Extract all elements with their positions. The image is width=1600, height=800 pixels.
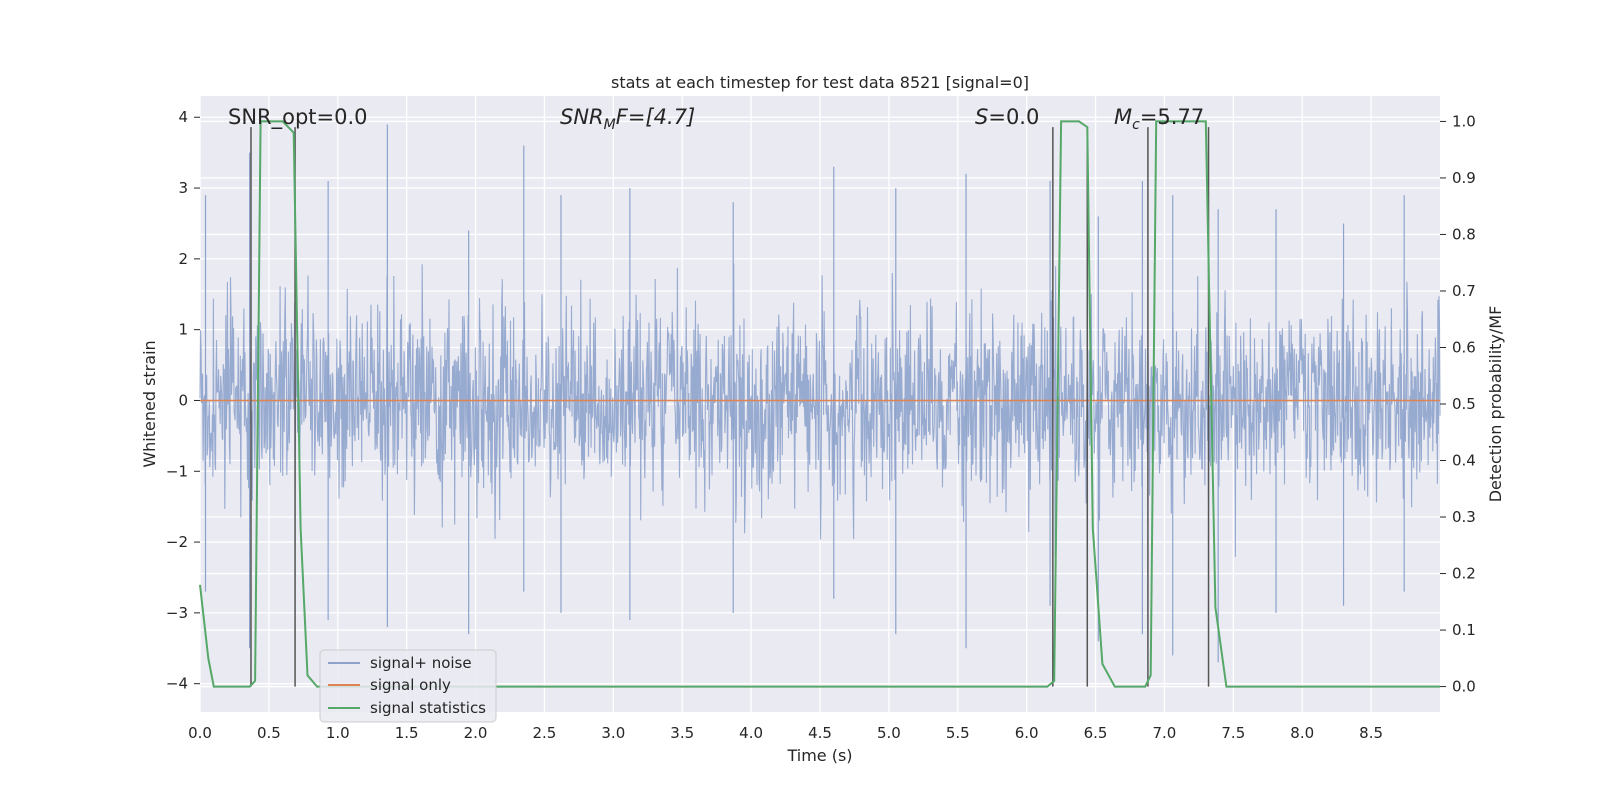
- y-tick-label: 3: [178, 179, 188, 197]
- x-axis-label: Time (s): [786, 746, 852, 765]
- snr-mf-base: SNR: [560, 105, 604, 129]
- series-signal-statistics: [199, 120, 1440, 688]
- x-tick-label: 2.5: [533, 724, 557, 742]
- y-tick-label: −4: [166, 675, 188, 693]
- noise-trace: [199, 263, 1441, 558]
- x-tick-label: 6.5: [1084, 724, 1108, 742]
- y-axis-ticks: 4 3 2 1 0 −1 −2 −3 −4: [166, 108, 200, 693]
- y2-tick-label: 0.4: [1452, 452, 1476, 470]
- y-axis-label: Whitened strain: [140, 340, 159, 467]
- chart-title: stats at each timestep for test data 852…: [611, 73, 1029, 92]
- x-tick-label: 4.5: [808, 724, 832, 742]
- x-tick-label: 8.0: [1290, 724, 1314, 742]
- x-tick-label: 7.5: [1221, 724, 1245, 742]
- s-var: S: [975, 105, 988, 129]
- y2-tick-label: 1.0: [1452, 112, 1476, 130]
- y-tick-label: 1: [178, 321, 188, 339]
- y2-tick-label: 0.3: [1452, 508, 1476, 526]
- mc-rest: =5.77: [1140, 105, 1204, 129]
- snr-mf-sub: M: [604, 117, 616, 133]
- y-tick-label: 0: [178, 391, 188, 409]
- s-rest: =0.0: [988, 105, 1039, 129]
- y-tick-label: −1: [166, 462, 188, 480]
- x-tick-label: 6.0: [1015, 724, 1039, 742]
- annotation-mc: Mc=5.77: [1114, 105, 1204, 133]
- x-tick-label: 4.0: [739, 724, 763, 742]
- y2-tick-label: 0.8: [1452, 225, 1476, 243]
- legend: signal+ noise signal only signal statist…: [319, 649, 497, 723]
- y-tick-label: 4: [178, 108, 188, 126]
- annotation-snr-mf: SNRMF=[4.7]: [560, 105, 695, 133]
- y-tick-label: −3: [166, 604, 188, 622]
- y2-axis-label: Detection probability/MF: [1486, 306, 1505, 503]
- y2-tick-label: 0.2: [1452, 565, 1476, 583]
- y-tick-label: −2: [166, 533, 188, 551]
- legend-box: [319, 649, 497, 723]
- y2-tick-label: 0.9: [1452, 169, 1476, 187]
- y2-tick-label: 0.7: [1452, 282, 1476, 300]
- y2-tick-label: 0.0: [1452, 678, 1476, 696]
- y2-tick-label: 0.5: [1452, 395, 1476, 413]
- legend-label-signal-statistics: signal statistics: [370, 699, 486, 717]
- legend-label-signal-only: signal only: [370, 676, 451, 694]
- annotation-snr-opt: SNR_opt=0.0: [228, 105, 368, 130]
- x-tick-label: 3.0: [601, 724, 625, 742]
- legend-label-signal-noise: signal+ noise: [370, 654, 472, 672]
- y2-tick-label: 0.1: [1452, 621, 1476, 639]
- y2-tick-label: 0.6: [1452, 338, 1476, 356]
- x-tick-label: 0.0: [188, 724, 212, 742]
- series-signal-noise: [199, 124, 1441, 663]
- mc-sub: c: [1132, 117, 1140, 133]
- y2-axis-ticks: 1.0 0.9 0.8 0.7 0.6 0.5 0.4 0.3 0.2 0.1 0.0: [1440, 112, 1476, 696]
- x-tick-label: 0.5: [257, 724, 281, 742]
- y-tick-label: 2: [178, 250, 188, 268]
- statistics-line: [199, 120, 1440, 688]
- x-tick-label: 1.5: [395, 724, 419, 742]
- mc-var: M: [1114, 105, 1132, 129]
- x-tick-label: 8.5: [1359, 724, 1383, 742]
- x-tick-label: 2.0: [464, 724, 488, 742]
- snr-mf-rest: F=[4.7]: [616, 105, 695, 129]
- x-tick-label: 5.0: [877, 724, 901, 742]
- x-tick-label: 7.0: [1153, 724, 1177, 742]
- x-tick-label: 3.5: [670, 724, 694, 742]
- annotation-s: S=0.0: [975, 105, 1039, 129]
- x-axis-ticks: 0.0 0.5 1.0 1.5 2.0 2.5 3.0 3.5 4.0 4.5 5.0 5.5 6.0 6…: [188, 724, 1383, 742]
- x-tick-label: 1.0: [326, 724, 350, 742]
- x-tick-label: 5.5: [946, 724, 970, 742]
